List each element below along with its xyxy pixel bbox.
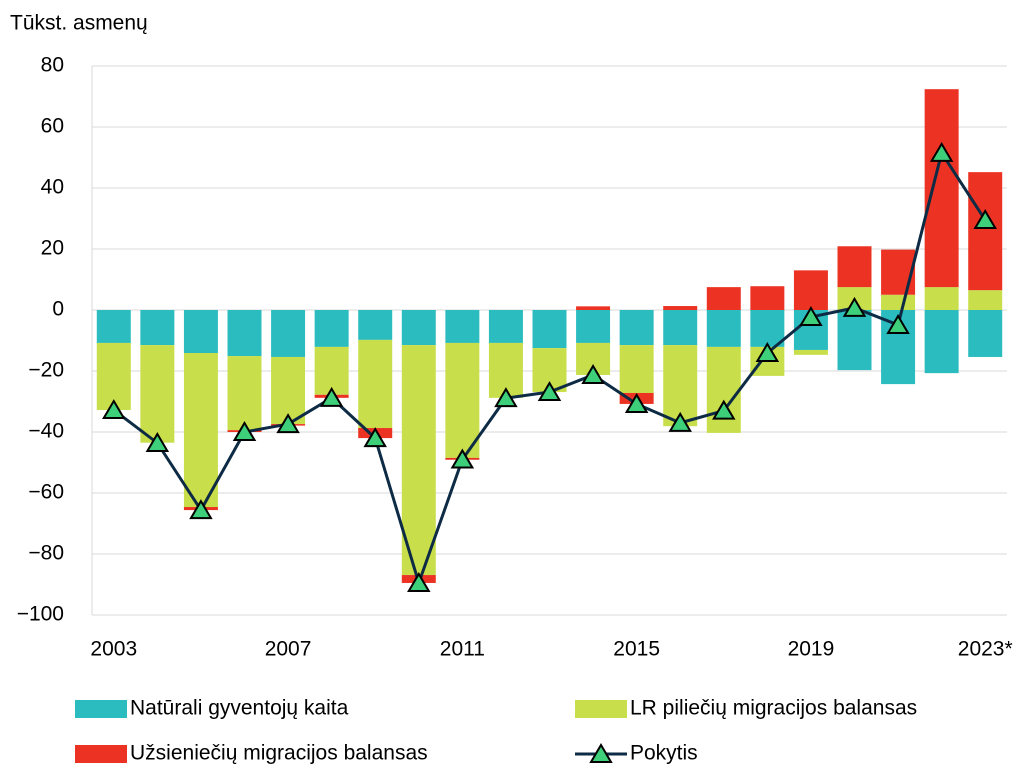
bar <box>314 310 349 347</box>
line-marker <box>189 499 213 520</box>
y-axis-label: Tūkst. asmenų <box>10 12 148 35</box>
bar <box>96 342 131 411</box>
y-tick-label: 40 <box>41 176 64 199</box>
bar <box>314 346 349 395</box>
bar <box>401 345 436 576</box>
bar <box>750 310 785 347</box>
bar <box>793 270 828 310</box>
line-marker <box>755 342 780 363</box>
x-tick-label: 2003 <box>90 638 137 661</box>
y-tick-label: −80 <box>28 542 64 565</box>
bar <box>706 310 741 347</box>
bar <box>358 310 393 340</box>
line-marker <box>842 296 867 317</box>
line-marker <box>407 572 431 592</box>
x-tick-label: 2023* <box>958 638 1013 661</box>
bar <box>968 172 1003 291</box>
x-tick-label: 2019 <box>788 638 835 661</box>
bar <box>140 310 175 346</box>
x-tick-label: 2011 <box>440 638 485 661</box>
line-marker <box>581 363 605 384</box>
y-tick-label: 0 <box>52 298 64 321</box>
line-marker <box>668 411 692 432</box>
bar <box>750 286 785 310</box>
bar <box>619 345 654 393</box>
line-marker <box>929 141 954 162</box>
legend-label: LR piliečių migracijos balansas <box>630 697 917 720</box>
x-tick-label: 2015 <box>613 638 660 661</box>
line-marker <box>450 448 475 469</box>
line-marker <box>494 387 518 408</box>
bar <box>271 310 306 357</box>
line-marker <box>537 381 562 402</box>
legend-swatch <box>575 700 627 718</box>
bar <box>445 342 480 458</box>
legend-swatch <box>75 745 127 763</box>
bar <box>968 290 1003 310</box>
y-tick-label: −60 <box>28 481 64 504</box>
line-marker <box>232 421 257 441</box>
bar <box>445 310 480 343</box>
line-marker <box>973 209 997 230</box>
bar <box>881 249 916 295</box>
legend-label: Natūrali gyventojų kaita <box>130 697 349 720</box>
line-marker <box>886 313 910 334</box>
line-marker <box>363 427 387 448</box>
line-marker <box>145 432 170 452</box>
bar <box>227 356 262 431</box>
bar <box>532 310 567 349</box>
bar <box>576 306 611 310</box>
bar <box>140 345 175 443</box>
bar <box>881 294 916 310</box>
bar <box>619 310 654 346</box>
bar <box>488 310 523 343</box>
legend-swatch <box>75 700 127 718</box>
bar <box>706 346 741 433</box>
bar <box>663 306 698 310</box>
bar <box>837 310 872 371</box>
line-marker <box>712 399 736 420</box>
bar <box>401 310 436 346</box>
bar <box>96 310 131 343</box>
bar <box>576 310 611 343</box>
bar <box>271 356 306 425</box>
y-tick-label: −40 <box>28 420 64 443</box>
legend-label: Pokytis <box>630 742 698 765</box>
bar <box>663 310 698 346</box>
line-marker <box>799 306 823 327</box>
bar <box>924 287 959 310</box>
bar <box>183 310 218 354</box>
line-marker <box>624 392 649 413</box>
line-marker <box>102 399 126 420</box>
y-tick-label: −20 <box>28 359 64 382</box>
bar <box>358 339 393 429</box>
bar <box>837 246 872 288</box>
legend-marker <box>589 743 613 763</box>
y-tick-label: −100 <box>17 603 64 626</box>
bar <box>924 89 959 288</box>
bar <box>968 310 1003 357</box>
bar <box>183 353 218 508</box>
line-marker <box>276 413 300 434</box>
line-marker <box>319 386 344 407</box>
bar <box>227 310 262 357</box>
bar <box>706 287 741 310</box>
bar <box>924 310 959 374</box>
y-tick-label: 60 <box>41 115 64 138</box>
y-tick-label: 20 <box>41 237 64 260</box>
y-tick-label: 80 <box>41 54 64 77</box>
x-tick-label: 2007 <box>265 638 312 661</box>
bar <box>793 349 828 355</box>
legend-label: Užsieniečių migracijos balansas <box>130 742 428 765</box>
